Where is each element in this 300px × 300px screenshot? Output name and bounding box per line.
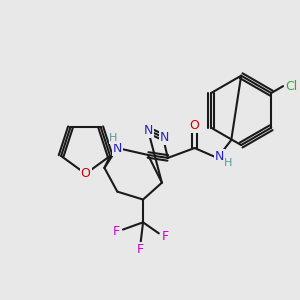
Text: Cl: Cl: [285, 80, 297, 93]
Text: N: N: [143, 124, 153, 137]
Text: H: H: [109, 133, 118, 143]
Text: H: H: [224, 158, 232, 168]
Text: O: O: [81, 167, 91, 180]
Text: N: N: [215, 150, 224, 164]
Text: F: F: [136, 243, 144, 256]
Text: N: N: [112, 142, 122, 154]
Text: O: O: [190, 119, 200, 132]
Text: F: F: [113, 225, 120, 238]
Text: N: N: [160, 130, 170, 144]
Text: F: F: [161, 230, 168, 243]
